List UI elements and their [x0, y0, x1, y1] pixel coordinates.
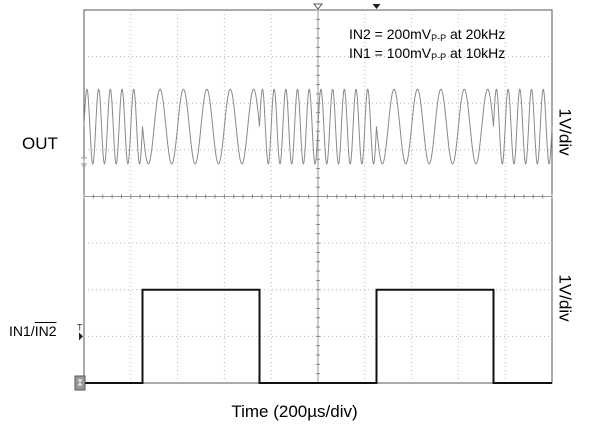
annotation-in2: IN2 = 200mVP-P at 20kHz	[349, 26, 506, 43]
x-axis-label: Time (200µs/div)	[231, 402, 358, 421]
channel-out-scale: 1V/div	[555, 108, 575, 156]
in-square-wave-trace	[84, 288, 552, 384]
trigger-position-marker	[312, 3, 324, 10]
trigger-level-letter: T	[77, 322, 83, 332]
channel-in-scale: 1V/div	[555, 274, 575, 322]
channel-in-label: IN1/IN2	[9, 323, 57, 339]
trigger-delay-marker	[372, 4, 381, 9]
out-waveform-trace	[83, 88, 553, 165]
out-ground-marker-icon	[81, 157, 87, 167]
annotation-in1: IN1 = 100mVP-P at 10kHz	[349, 45, 506, 62]
channel-out-label: OUT	[22, 134, 58, 153]
in-ground-symbol-icon	[78, 379, 82, 386]
trigger-level-arrow-icon	[79, 332, 83, 341]
